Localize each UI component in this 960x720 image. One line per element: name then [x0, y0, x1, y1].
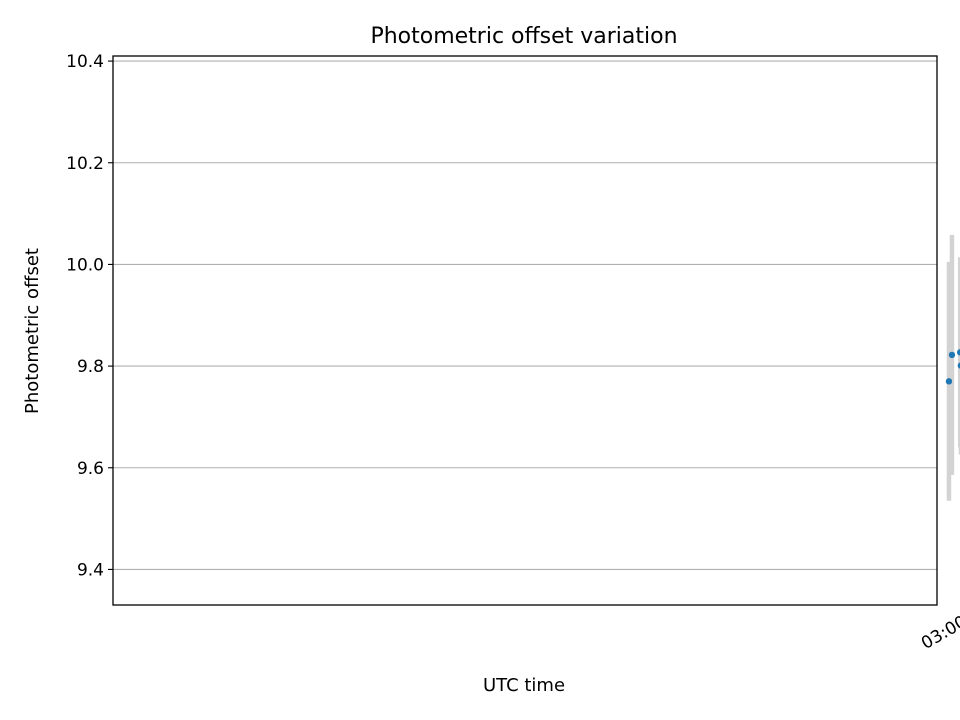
plot-frame [112, 55, 938, 606]
y-tick-label: 9.8 [77, 357, 104, 377]
y-tick-label: 10.2 [66, 154, 104, 174]
data-point [948, 351, 956, 359]
y-tick-label: 10.0 [66, 255, 104, 275]
y-axis-label: Photometric offset [22, 248, 43, 414]
data-point [956, 349, 960, 356]
data-point [945, 378, 953, 385]
data-point [957, 362, 960, 369]
y-tick-label: 9.4 [77, 560, 104, 580]
x-axis-label: UTC time [483, 675, 565, 696]
y-axis-ticks: 9.4 9.6 9.8 10.0 10.2 10.4 [66, 52, 113, 580]
y-tick-label: 9.6 [77, 459, 104, 479]
grid-lines [113, 60, 937, 570]
data-points [945, 349, 960, 385]
chart-title: Photometric offset variation [370, 24, 677, 49]
y-tick-label: 10.4 [66, 52, 104, 72]
